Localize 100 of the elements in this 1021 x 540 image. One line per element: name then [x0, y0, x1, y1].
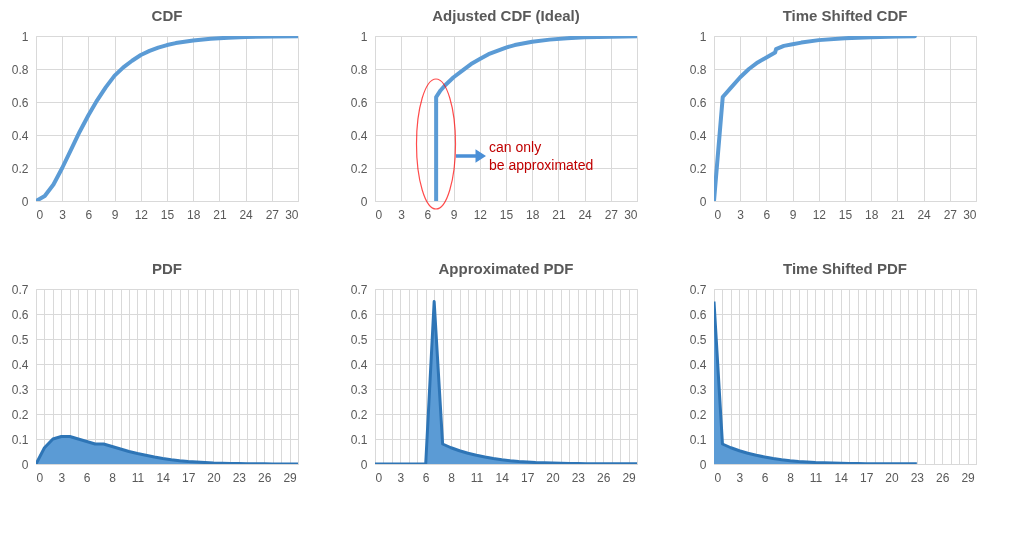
x-tick-label: 20: [546, 470, 560, 485]
annotation: can only be approximated: [489, 139, 594, 173]
x-tick-label: 24: [578, 207, 593, 222]
y-tick-label: 0.2: [11, 407, 29, 422]
y-tick-label: 0.5: [689, 332, 707, 347]
x-tick-label: 0: [36, 470, 44, 485]
x-tick-label: 3: [736, 470, 744, 485]
x-tick-label: 17: [859, 470, 874, 485]
x-tick-label: 23: [232, 470, 247, 485]
y-tick-label: 0.3: [689, 382, 707, 397]
x-tick-label: 8: [109, 470, 117, 485]
x-tick-label: 8: [448, 470, 456, 485]
chart-title: CDF: [151, 7, 183, 24]
x-tick-label: 30: [963, 207, 977, 222]
x-tick-label: 15: [499, 207, 514, 222]
x-tick-label: 3: [59, 207, 67, 222]
x-tick-label: 26: [597, 470, 611, 485]
y-tick-label: 0.7: [11, 282, 29, 297]
y-tick-label: 0.3: [11, 382, 29, 397]
y-tick-label: 0.5: [11, 332, 29, 347]
x-tick-label: 17: [520, 470, 535, 485]
x-tick-label: 27: [604, 207, 619, 222]
y-tick-label: 0.7: [350, 282, 368, 297]
y-tick-label: 0: [360, 194, 368, 209]
y-tick-label: 0.4: [350, 128, 368, 143]
x-tick-label: 11: [131, 470, 145, 485]
x-tick-label: 6: [761, 470, 769, 485]
x-tick-label: 27: [943, 207, 958, 222]
x-tick-label: 30: [624, 207, 638, 222]
x-tick-label: 18: [865, 207, 879, 222]
y-tick-label: 0.1: [11, 432, 29, 447]
x-tick-label: 24: [239, 207, 254, 222]
x-tick-label: 14: [156, 470, 171, 485]
x-tick-label: 3: [58, 470, 66, 485]
x-tick-label: 9: [789, 207, 797, 222]
x-tick-label: 0: [375, 207, 383, 222]
x-tick-label: 6: [763, 207, 771, 222]
x-tick-label: 20: [885, 470, 899, 485]
x-tick-label: 6: [85, 207, 93, 222]
line-series: [434, 36, 637, 201]
x-tick-label: 17: [181, 470, 196, 485]
x-tick-label: 6: [424, 207, 432, 222]
x-tick-label: 30: [285, 207, 299, 222]
chart-title: Adjusted CDF (Ideal): [432, 7, 580, 24]
x-tick-label: 20: [207, 470, 221, 485]
x-tick-label: 9: [111, 207, 119, 222]
x-tick-label: 23: [910, 470, 925, 485]
y-tick-label: 0.2: [689, 161, 707, 176]
x-tick-label: 23: [571, 470, 586, 485]
x-tick-label: 21: [891, 207, 905, 222]
y-tick-label: 0.2: [350, 161, 368, 176]
y-tick-label: 0: [699, 457, 707, 472]
line-series: [714, 36, 917, 201]
y-tick-label: 0.2: [689, 407, 707, 422]
x-tick-label: 21: [552, 207, 566, 222]
x-tick-label: 29: [961, 470, 976, 485]
x-tick-label: 3: [398, 207, 406, 222]
y-tick-label: 0.6: [350, 95, 368, 110]
x-tick-label: 29: [283, 470, 298, 485]
y-tick-label: 0.4: [689, 128, 707, 143]
y-tick-label: 1: [21, 29, 29, 44]
x-tick-label: 15: [160, 207, 175, 222]
y-tick-label: 0.4: [11, 128, 29, 143]
y-tick-label: 0.6: [11, 95, 29, 110]
x-tick-label: 3: [737, 207, 745, 222]
y-tick-label: 0: [21, 194, 29, 209]
x-tick-label: 11: [470, 470, 484, 485]
x-tick-label: 12: [134, 207, 149, 222]
x-tick-label: 8: [787, 470, 795, 485]
x-tick-label: 12: [473, 207, 488, 222]
x-tick-label: 18: [526, 207, 540, 222]
y-tick-label: 0: [21, 457, 29, 472]
y-tick-label: 0.2: [350, 407, 368, 422]
y-tick-label: 0: [360, 457, 368, 472]
line-series: [36, 36, 298, 201]
x-tick-label: 15: [838, 207, 853, 222]
x-tick-label: 11: [809, 470, 823, 485]
x-tick-label: 0: [36, 207, 44, 222]
x-tick-label: 24: [917, 207, 932, 222]
y-tick-label: 1: [699, 29, 707, 44]
x-tick-label: 14: [495, 470, 510, 485]
x-tick-label: 29: [622, 470, 637, 485]
x-tick-label: 3: [397, 470, 405, 485]
x-tick-label: 6: [422, 470, 430, 485]
y-tick-label: 0.5: [350, 332, 368, 347]
x-tick-label: 9: [450, 207, 458, 222]
y-tick-label: 0.7: [689, 282, 707, 297]
y-tick-label: 0.4: [689, 357, 707, 372]
x-tick-label: 0: [714, 207, 722, 222]
y-tick-label: 0.6: [350, 307, 368, 322]
x-tick-label: 6: [83, 470, 91, 485]
y-tick-label: 0.8: [689, 62, 707, 77]
x-tick-label: 0: [714, 470, 722, 485]
x-tick-label: 0: [375, 470, 383, 485]
x-tick-label: 27: [265, 207, 280, 222]
chart-title: PDF: [152, 260, 182, 277]
y-tick-label: 0.3: [350, 382, 368, 397]
y-tick-label: 0.6: [689, 307, 707, 322]
y-tick-label: 0.4: [11, 357, 29, 372]
x-tick-label: 21: [213, 207, 227, 222]
